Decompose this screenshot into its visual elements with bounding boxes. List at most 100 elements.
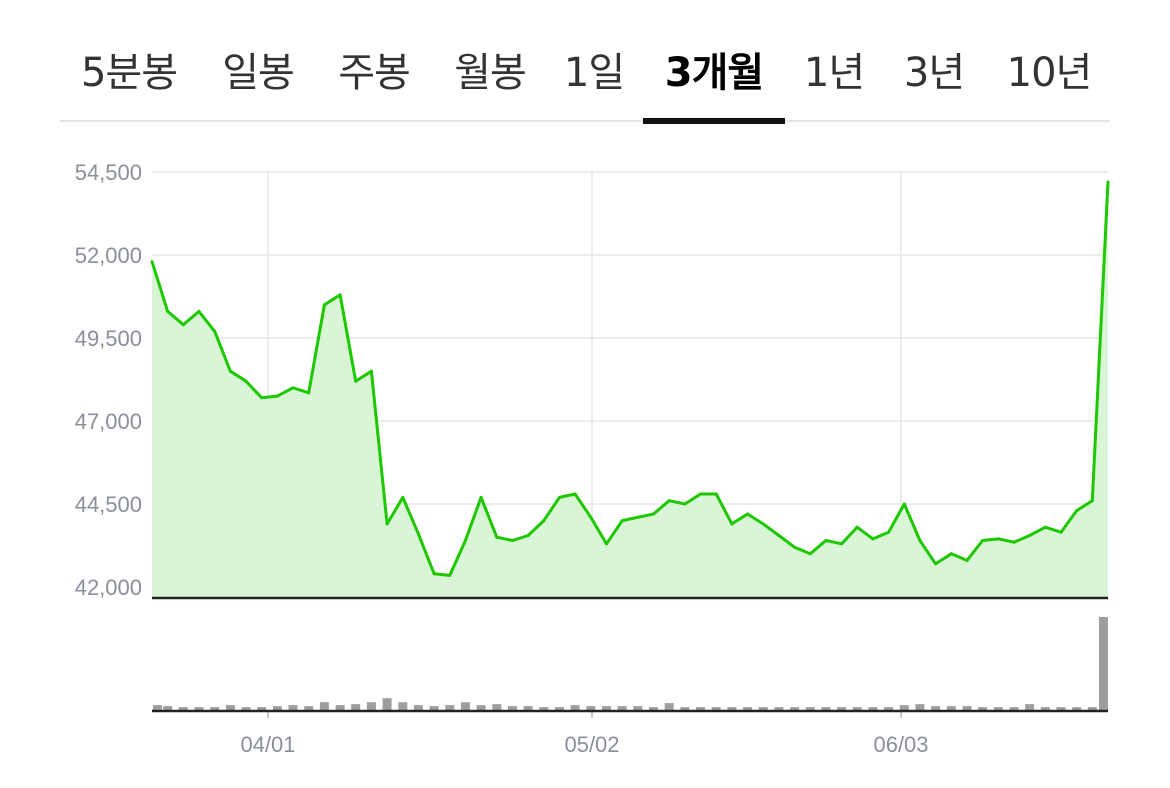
volume-bar [805, 707, 815, 710]
price-point [197, 309, 201, 313]
volume-bar [1040, 707, 1050, 710]
price-point [542, 519, 546, 523]
volume-bar [696, 707, 705, 710]
tab-10year[interactable]: 10년 [1006, 50, 1093, 96]
price-point [1028, 534, 1032, 537]
volume-bar [460, 702, 470, 710]
price-point [902, 502, 906, 506]
volume-bar [398, 702, 408, 710]
volume-bar [727, 707, 737, 710]
volume-bar [884, 707, 894, 710]
volume-bar [758, 707, 768, 710]
price-point [213, 329, 217, 333]
y-tick-label: 54,500 [75, 160, 142, 185]
tab-weekly[interactable]: 주봉 [338, 50, 411, 96]
volume-bar [1009, 707, 1019, 710]
price-point [981, 539, 985, 542]
price-point [746, 512, 749, 516]
price-point [291, 386, 295, 390]
price-point [589, 515, 593, 519]
price-point [667, 499, 671, 503]
price-line-series [150, 180, 1110, 577]
tab-daily[interactable]: 일봉 [222, 50, 295, 96]
volume-bar [946, 706, 956, 710]
price-point [181, 323, 185, 327]
price-point [479, 495, 483, 499]
y-axis-ticks: 54,500 52,000 49,500 47,000 44,500 42,000 [75, 160, 142, 600]
volume-bar [649, 707, 658, 710]
volume-bar [523, 706, 533, 710]
price-point [275, 394, 279, 398]
volume-bar [790, 707, 800, 710]
price-point [1090, 499, 1094, 503]
x-axis-ticks: 04/01 05/02 06/03 [240, 732, 928, 757]
y-tick-label: 44,500 [75, 492, 142, 517]
volume-bar [570, 705, 580, 710]
price-point [699, 492, 702, 496]
tab-monthly[interactable]: 월봉 [454, 50, 527, 96]
tab-3year[interactable]: 3년 [903, 50, 965, 96]
price-point [652, 512, 655, 516]
volume-bar [915, 704, 925, 710]
price-point [793, 545, 797, 549]
volume-bar [225, 705, 235, 710]
volume-bar [492, 704, 502, 710]
volume-bar [445, 705, 455, 710]
volume-bar [1099, 616, 1108, 710]
price-point [228, 369, 232, 373]
volume-bar [931, 706, 941, 710]
tab-3month[interactable]: 3개월 [643, 40, 785, 124]
price-point [260, 396, 264, 400]
price-point [730, 522, 734, 526]
chart-axes [152, 596, 1108, 718]
volume-bar [210, 707, 220, 710]
volume-bar [351, 704, 361, 710]
price-point [996, 537, 1000, 541]
price-point [150, 260, 154, 264]
price-point [887, 530, 891, 534]
volume-bar [194, 707, 204, 710]
price-area [152, 182, 1108, 598]
price-point [620, 519, 624, 523]
price-point [1075, 509, 1079, 513]
volume-bar [633, 706, 643, 710]
price-point [871, 537, 875, 541]
volume-bar [962, 706, 972, 710]
volume-bar [476, 705, 486, 710]
volume-bar [852, 707, 862, 710]
price-point [495, 535, 499, 539]
price-point [338, 293, 342, 297]
volume-bar [1056, 707, 1066, 710]
volume-bar [335, 705, 345, 710]
volume-bar [429, 706, 439, 710]
price-point [761, 522, 765, 526]
x-tick-label: 06/03 [873, 732, 928, 757]
price-point [558, 495, 561, 499]
price-point [526, 534, 530, 537]
tab-1day[interactable]: 1일 [563, 50, 625, 96]
price-point [934, 562, 938, 566]
volume-bar [617, 706, 627, 710]
price-point [416, 532, 420, 536]
price-point [824, 539, 828, 542]
volume-bar [1025, 704, 1035, 710]
volume-bar [837, 707, 847, 710]
price-point [1059, 530, 1063, 534]
price-point [448, 573, 452, 577]
tab-1year[interactable]: 1년 [803, 50, 865, 96]
volume-bar [602, 706, 611, 710]
price-point [636, 515, 640, 519]
price-point [166, 309, 170, 313]
volume-bar [1072, 707, 1082, 710]
price-point [855, 525, 859, 529]
price-point [949, 552, 953, 556]
y-tick-label: 42,000 [75, 575, 142, 600]
volume-bar [319, 702, 329, 710]
volume-bar [774, 707, 784, 710]
tab-5min[interactable]: 5분봉 [80, 50, 178, 96]
price-point [918, 539, 922, 542]
volume-bar [711, 707, 721, 710]
volume-bar [539, 707, 549, 710]
period-tab-bar: 5분봉 일봉 주봉 월봉 1일 3개월 1년 3년 10년 [60, 0, 1110, 124]
